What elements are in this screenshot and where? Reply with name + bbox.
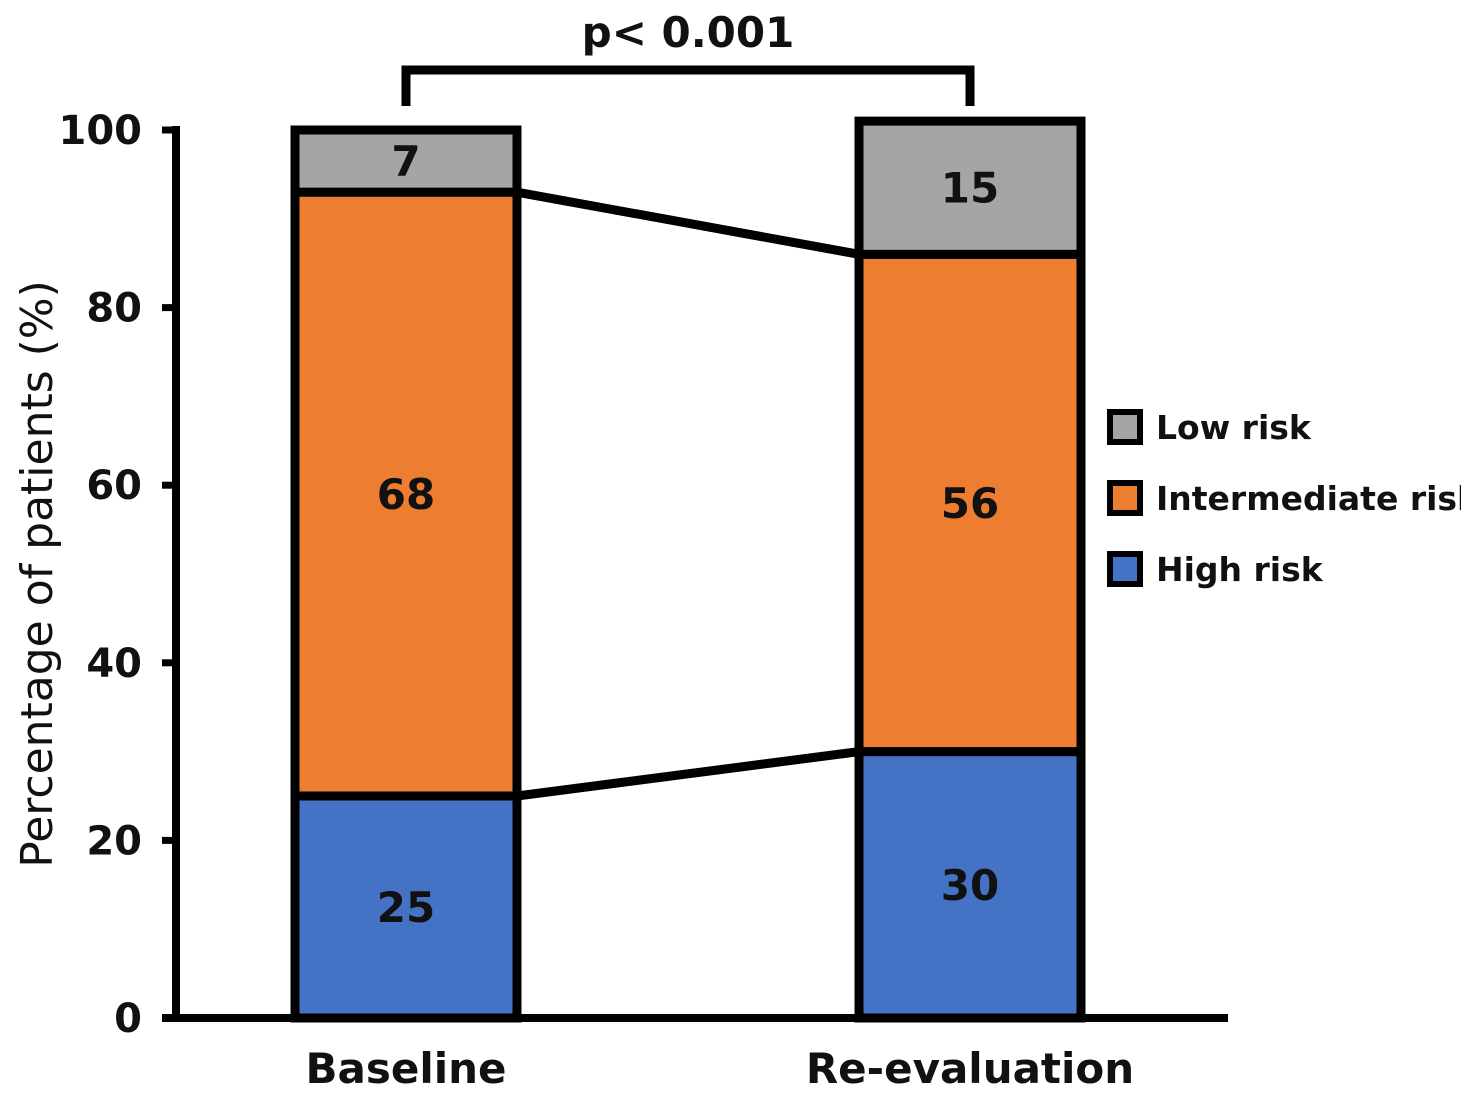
legend-label-intermediate-risk: Intermediate risk — [1156, 479, 1461, 518]
data-label-baseline-low-risk: 7 — [391, 137, 420, 186]
connector-line-intermediate-risk — [516, 187, 860, 259]
legend-swatch-intermediate-risk — [1107, 480, 1143, 516]
data-label-re-evaluation-low-risk: 15 — [941, 164, 999, 213]
significance-bracket — [401, 65, 975, 106]
bar-re-evaluation-low-risk — [854, 116, 1086, 259]
connector-lines — [516, 187, 860, 801]
y-tick-label-100: 100 — [59, 108, 143, 154]
data-label-baseline-intermediate-risk: 68 — [377, 470, 435, 519]
bar-baseline-low-risk — [290, 125, 522, 197]
legend-label-high-risk: High risk — [1156, 550, 1324, 589]
axes: 0 20 40 60 80 100 Baseline Re-evaluation Percent… — [12, 108, 1228, 1093]
bar-baseline-intermediate-risk — [290, 187, 522, 801]
y-tick-label-0: 0 — [114, 996, 142, 1042]
x-tick-label-baseline: Baseline — [305, 1044, 506, 1090]
bar-group: 25 68 7 30 56 15 — [290, 116, 1086, 1023]
y-tick-label-80: 80 — [86, 286, 142, 332]
data-label-baseline-high-risk: 25 — [377, 883, 435, 932]
y-tick-label-60: 60 — [86, 463, 142, 509]
significance-annotation: p< 0.001 — [401, 8, 975, 106]
legend-swatch-low-risk — [1107, 409, 1143, 445]
x-tick-label-re-evaluation: Re-evaluation — [806, 1044, 1134, 1090]
legend: Low risk Intermediate risk High risk — [1107, 408, 1461, 589]
legend-label-low-risk: Low risk — [1156, 408, 1312, 447]
connector-line-high-risk — [516, 747, 860, 801]
p-value-label: p< 0.001 — [582, 8, 795, 57]
bar-re-evaluation-high-risk — [854, 747, 1086, 1023]
y-tick-label-20: 20 — [86, 818, 142, 864]
y-axis-title: Percentage of patients (%) — [12, 280, 63, 868]
data-label-re-evaluation-high-risk: 30 — [941, 861, 999, 910]
y-tick-label-40: 40 — [86, 641, 142, 687]
legend-swatch-high-risk — [1107, 551, 1143, 587]
data-label-re-evaluation-intermediate-risk: 56 — [941, 479, 999, 528]
bar-re-evaluation-intermediate-risk — [854, 249, 1086, 757]
